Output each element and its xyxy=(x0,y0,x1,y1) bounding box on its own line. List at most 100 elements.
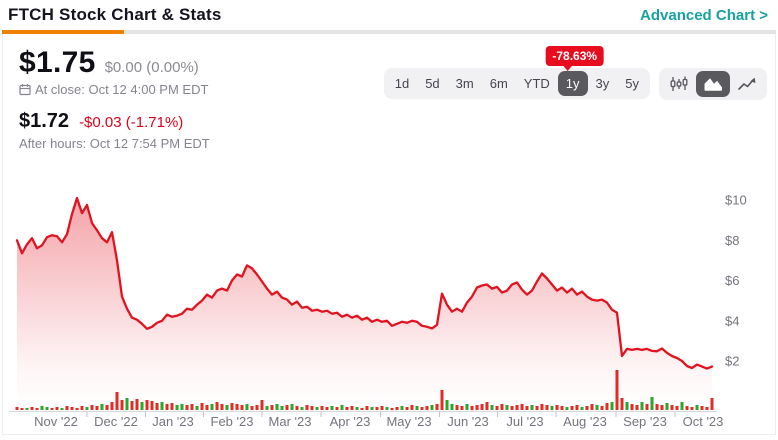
volume-bar xyxy=(130,401,134,410)
volume-bar xyxy=(700,406,704,410)
range-button-5d[interactable]: 5d xyxy=(417,71,447,96)
price-chart[interactable]: Nov '22 Dec '22 Jan '23 Feb '23 Mar '23 Apr '… xyxy=(3,183,775,438)
volume-bar xyxy=(375,407,379,410)
advanced-chart-link[interactable]: Advanced Chart > xyxy=(640,6,768,24)
area-chart-button[interactable] xyxy=(696,71,730,97)
volume-bar xyxy=(505,405,509,410)
volume-bar xyxy=(205,405,209,410)
range-button-1d[interactable]: 1d xyxy=(387,71,417,96)
y-axis-label: $2 xyxy=(725,354,739,369)
volume-bar xyxy=(340,405,344,410)
volume-bar xyxy=(550,406,554,410)
volume-bar xyxy=(115,392,119,410)
volume-bar xyxy=(360,408,364,410)
volume-bar xyxy=(685,406,689,410)
volume-bar xyxy=(250,406,254,410)
range-button-1y[interactable]: 1y xyxy=(557,71,588,96)
range-button-ytd[interactable]: YTD xyxy=(516,71,558,96)
x-axis-label: Aug '23 xyxy=(563,414,607,429)
line-chart-icon xyxy=(737,75,757,93)
volume-bar xyxy=(85,407,89,410)
calendar-icon xyxy=(19,83,31,96)
volume-bar xyxy=(75,408,79,410)
volume-bar xyxy=(185,405,189,410)
volume-bar xyxy=(660,405,664,410)
volume-bar xyxy=(275,404,279,410)
volume-bar xyxy=(690,407,694,410)
price-change: $0.00 (0.00%) xyxy=(104,59,199,76)
volume-bar xyxy=(120,400,124,410)
volume-bar xyxy=(400,406,404,410)
volume-bar xyxy=(680,402,684,410)
volume-bar xyxy=(405,407,409,410)
volume-bar xyxy=(165,404,169,410)
range-button-3m[interactable]: 3m xyxy=(448,71,482,96)
volume-bar xyxy=(290,404,294,410)
volume-bar xyxy=(565,407,569,410)
line-chart-button[interactable] xyxy=(730,71,764,97)
volume-bar xyxy=(450,404,454,410)
volume-bar xyxy=(160,402,164,410)
volume-bar xyxy=(520,404,524,410)
range-button-5y[interactable]: 5y xyxy=(617,71,647,96)
volume-bar xyxy=(260,400,264,410)
volume-bar xyxy=(490,405,494,410)
range-button-6m[interactable]: 6m xyxy=(482,71,516,96)
volume-bar xyxy=(635,405,639,410)
volume-bar xyxy=(210,404,214,410)
volume-bar xyxy=(600,406,604,410)
volume-bar xyxy=(495,406,499,410)
volume-bar xyxy=(655,404,659,410)
x-axis-label: Feb '23 xyxy=(211,414,254,429)
volume-bar xyxy=(295,406,299,410)
volume-bar xyxy=(460,406,464,410)
close-time: At close: Oct 12 4:00 PM EDT xyxy=(35,82,209,97)
volume-bar xyxy=(560,406,564,410)
volume-bar xyxy=(695,405,699,410)
volume-bar xyxy=(500,404,504,410)
candlestick-chart-button[interactable] xyxy=(662,71,696,97)
volume-bar xyxy=(465,404,469,410)
range-button-3y[interactable]: 3y xyxy=(588,71,618,96)
volume-bar xyxy=(270,405,274,410)
volume-bar xyxy=(385,407,389,410)
volume-bar xyxy=(110,402,114,410)
volume-bar xyxy=(365,406,369,410)
volume-bar xyxy=(350,406,354,410)
volume-bar xyxy=(310,406,314,410)
volume-bar xyxy=(605,403,609,410)
volume-bar xyxy=(595,405,599,410)
after-hours-change: -$0.03 (-1.71%) xyxy=(79,114,184,131)
volume-bar xyxy=(55,407,59,410)
volume-bar xyxy=(65,406,69,410)
volume-bar xyxy=(390,408,394,410)
volume-bar xyxy=(585,406,589,410)
price-chart-svg[interactable]: Nov '22 Dec '22 Jan '23 Feb '23 Mar '23 Apr '… xyxy=(3,183,775,438)
volume-bar xyxy=(535,406,539,410)
volume-bar xyxy=(370,407,374,410)
volume-bar xyxy=(255,405,259,410)
y-axis-label: $10 xyxy=(725,193,747,208)
volume-bar xyxy=(335,407,339,410)
chart-type-group xyxy=(659,68,767,100)
quote-and-controls-row: $1.75 $0.00 (0.00%) At close: Oct 12 4:0… xyxy=(3,34,775,151)
tab-indicator xyxy=(2,30,124,34)
volume-bar xyxy=(105,405,109,410)
volume-bar xyxy=(190,404,194,410)
volume-bar xyxy=(355,407,359,410)
volume-bar xyxy=(225,405,229,410)
volume-bar xyxy=(645,404,649,410)
volume-bar xyxy=(650,397,654,410)
volume-bar xyxy=(175,405,179,410)
volume-bar xyxy=(670,405,674,410)
x-axis-label: Jul '23 xyxy=(506,414,543,429)
volume-bar xyxy=(540,404,544,410)
volume-bar xyxy=(590,404,594,410)
volume-bar xyxy=(545,405,549,410)
volume-bar xyxy=(20,408,24,410)
x-axis-label: Dec '22 xyxy=(94,414,138,429)
last-price: $1.75 xyxy=(19,46,96,79)
range-group: 1d 5d 3m 6m YTD 1y 3y 5y xyxy=(383,68,650,99)
volume-bar xyxy=(410,405,414,410)
volume-bar xyxy=(380,406,384,410)
